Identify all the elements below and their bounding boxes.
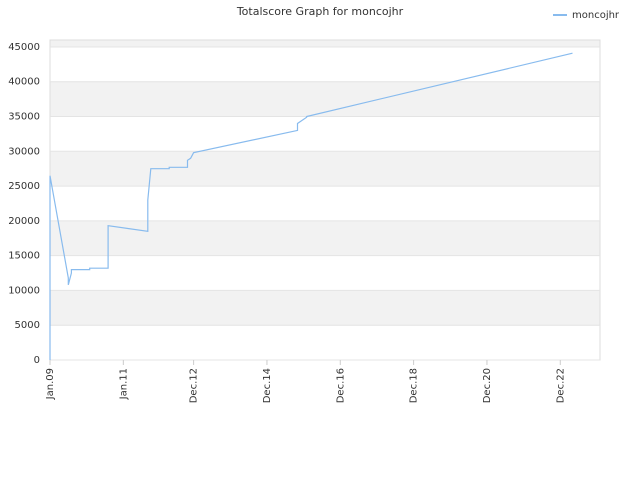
legend-label: moncojhr (572, 10, 620, 21)
y-tick-label: 25000 (8, 181, 40, 192)
x-tick-label: Jan.11 (118, 368, 129, 400)
x-tick-label: Dec.14 (262, 368, 273, 403)
x-tick-label: Dec.12 (189, 368, 200, 403)
x-tick-label: Dec.20 (482, 368, 493, 403)
chart-title: Totalscore Graph for moncojhr (236, 5, 404, 18)
band (50, 40, 600, 47)
y-tick-label: 35000 (8, 112, 40, 123)
y-tick-label: 10000 (8, 285, 40, 296)
y-tick-label: 20000 (8, 216, 40, 227)
y-tick-label: 40000 (8, 77, 40, 88)
band (50, 81, 600, 117)
band (50, 290, 600, 326)
y-tick-label: 0 (34, 355, 40, 366)
band (50, 151, 600, 187)
x-tick-label: Dec.22 (555, 368, 566, 403)
x-tick-label: Dec.18 (409, 368, 420, 403)
band (50, 220, 600, 256)
y-tick-label: 15000 (8, 251, 40, 262)
y-tick-label: 30000 (8, 146, 40, 157)
x-tick-label: Dec.16 (335, 368, 346, 403)
x-tick-label: Jan.09 (45, 368, 56, 400)
y-tick-label: 5000 (15, 320, 40, 331)
y-tick-label: 45000 (8, 42, 40, 53)
line (49, 52, 573, 360)
